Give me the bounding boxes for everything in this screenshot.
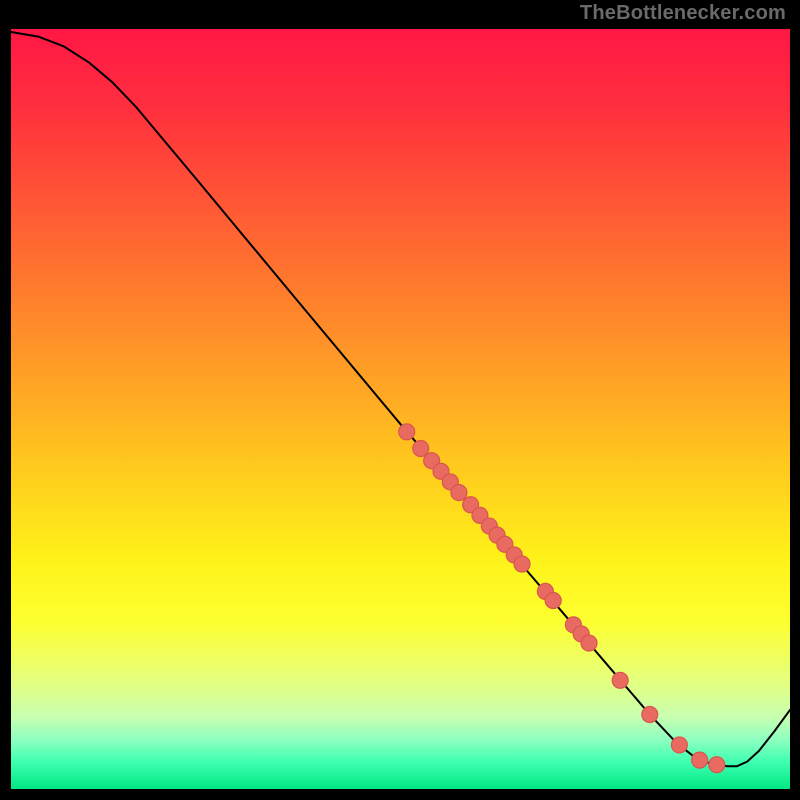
data-marker [514, 556, 530, 572]
chart-svg [11, 29, 790, 789]
plot-area [11, 29, 790, 789]
data-marker [642, 707, 658, 723]
data-marker [671, 737, 687, 753]
data-marker [692, 752, 708, 768]
data-marker [581, 635, 597, 651]
data-marker [612, 672, 628, 688]
gradient-background [11, 29, 790, 789]
chart-container: TheBottlenecker.com [0, 0, 800, 800]
data-marker [451, 485, 467, 501]
data-marker [399, 424, 415, 440]
watermark-text: TheBottlenecker.com [580, 2, 786, 25]
data-marker [545, 593, 561, 609]
data-marker [709, 757, 725, 773]
